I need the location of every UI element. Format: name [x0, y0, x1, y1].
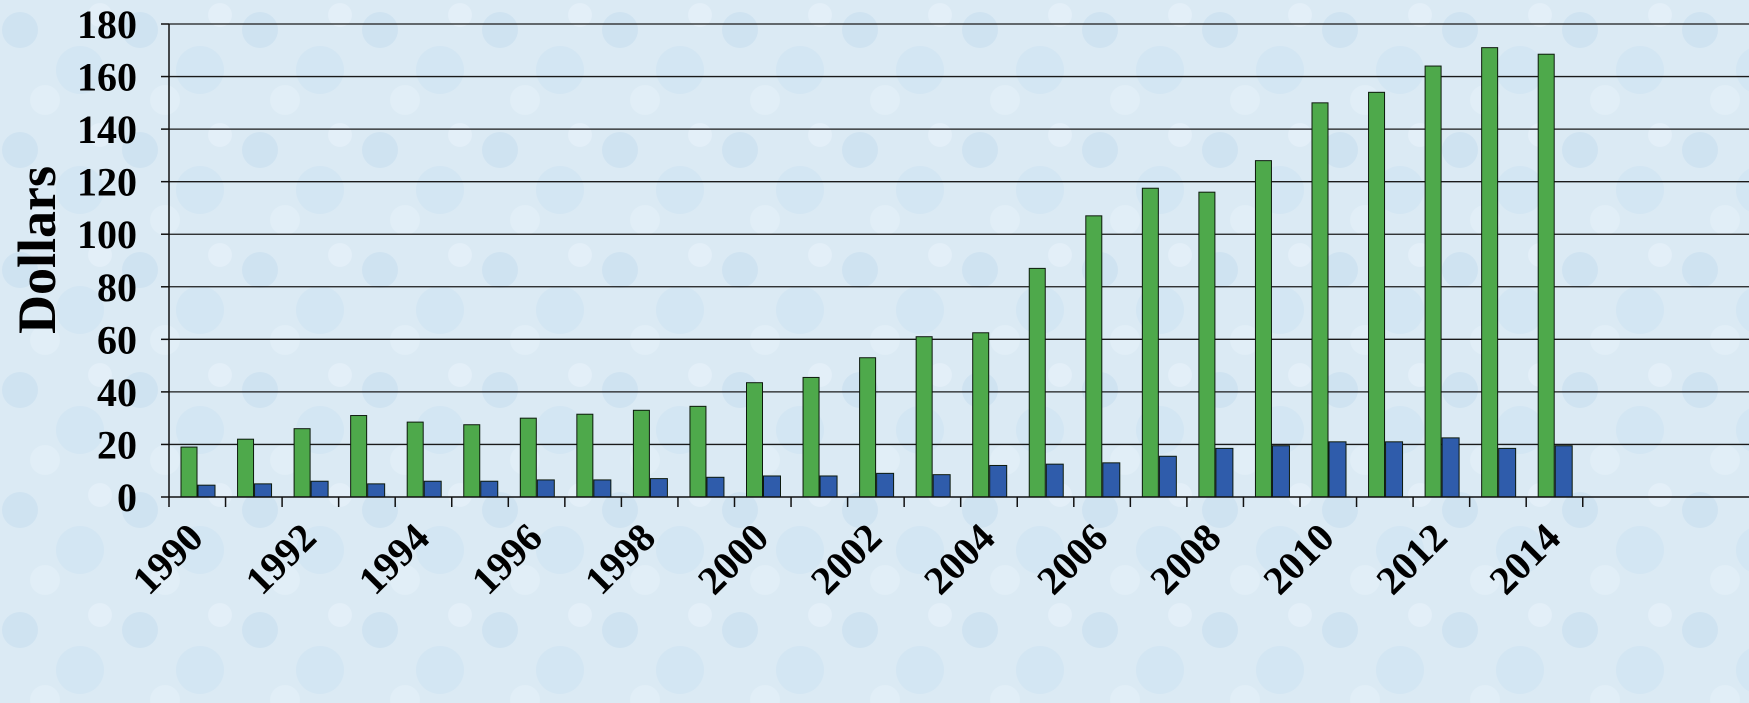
bar-series-2-1990: [197, 484, 216, 498]
bar-series-1-2013: [1481, 47, 1499, 498]
y-tick-label: 120: [77, 160, 137, 205]
bar-series-2-2011: [1385, 441, 1404, 498]
y-tick-labels: 0 20 40 60 80 100 120 140 160 180: [77, 2, 137, 520]
bar-series-2-2003: [932, 474, 951, 498]
axes: [161, 23, 1749, 507]
bar-series-2-1995: [480, 480, 499, 498]
bar-series-1-2003: [915, 336, 933, 498]
y-tick-label: 40: [97, 370, 137, 415]
bar-series-1-2000: [746, 382, 763, 498]
bar-series-1-2011: [1368, 91, 1386, 498]
bar-series-1-1991: [237, 438, 255, 498]
y-tick-label: 100: [77, 212, 137, 257]
bar-series-2-1993: [367, 483, 386, 498]
bar-series-2-2005: [1045, 463, 1064, 498]
bar-series-2-2006: [1102, 462, 1121, 498]
bar-series-1-1999: [689, 405, 707, 498]
bar-series-1-2010: [1311, 102, 1329, 498]
bar-series-1-2005: [1028, 267, 1046, 498]
bar-series-2-2009: [1271, 445, 1290, 498]
bar-series-2-1999: [706, 476, 725, 498]
y-axis-title: Dollars: [7, 166, 67, 334]
bar-series-1-1997: [576, 413, 594, 498]
bars: [180, 47, 1573, 498]
bar-series-1-1998: [632, 409, 650, 498]
y-tick-label: 180: [77, 2, 137, 47]
bar-series-1-2009: [1254, 160, 1272, 498]
bar-series-2-2010: [1328, 441, 1347, 498]
bar-series-1-1995: [463, 424, 481, 498]
bar-series-1-2002: [859, 357, 877, 498]
bar-series-1-2014: [1537, 53, 1555, 498]
bar-series-1-1993: [350, 415, 368, 498]
bar-series-2-1992: [310, 480, 329, 498]
bar-series-1-1994: [406, 421, 424, 498]
bar-series-2-2000: [763, 475, 781, 498]
bar-series-1-2008: [1198, 191, 1216, 498]
bar-series-1-2012: [1424, 65, 1442, 498]
bar-series-2-1998: [649, 478, 668, 498]
bar-series-1-1992: [293, 428, 311, 498]
bar-series-2-2007: [1158, 455, 1177, 498]
bar-series-2-2012: [1441, 437, 1460, 498]
bar-series-1-1990: [180, 446, 198, 498]
bar-series-2-2004: [989, 464, 1008, 498]
bar-series-2-2002: [876, 472, 895, 498]
bar-series-2-1991: [254, 483, 273, 498]
bar-series-1-2001: [802, 376, 820, 498]
y-tick-label: 60: [97, 317, 137, 362]
y-tick-label: 20: [97, 422, 137, 467]
bar-series-2-2008: [1215, 447, 1234, 498]
bar-series-2-2013: [1498, 447, 1517, 498]
bar-series-2-2014: [1554, 445, 1573, 498]
bar-series-1-1996: [519, 417, 537, 498]
y-tick-label: 160: [77, 55, 137, 100]
bar-series-2-1997: [593, 479, 612, 498]
bar-series-2-1994: [423, 480, 442, 498]
y-tick-label: 140: [77, 107, 137, 152]
bar-series-2-1996: [536, 479, 555, 498]
y-tick-label: 80: [97, 265, 137, 310]
bar-series-1-2004: [972, 332, 990, 498]
y-tick-label: 0: [117, 475, 137, 520]
bar-series-1-2006: [1085, 215, 1103, 498]
bar-series-1-2007: [1141, 187, 1159, 498]
bar-series-2-2001: [819, 475, 838, 498]
